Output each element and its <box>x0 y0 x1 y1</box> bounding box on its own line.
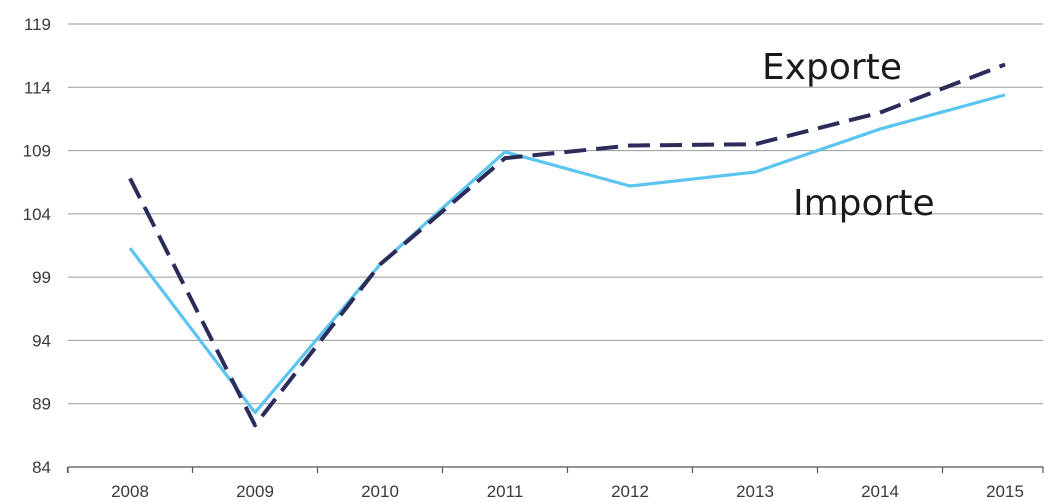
x-tick-labels: 2008 2009 2010 2011 2012 2013 2014 2015 <box>111 482 1024 501</box>
y-tick-label: 104 <box>23 205 51 224</box>
y-tick-labels: 84 89 94 99 104 109 114 119 <box>23 15 51 477</box>
x-tick-label: 2008 <box>111 482 149 501</box>
y-tick-label: 84 <box>32 458 51 477</box>
y-tick-label: 99 <box>32 268 51 287</box>
x-tick-label: 2009 <box>236 482 274 501</box>
gridlines <box>68 23 1043 405</box>
importe-series-label: Importe <box>793 183 935 224</box>
x-tick-label: 2014 <box>861 482 899 501</box>
x-tick-label: 2012 <box>611 482 649 501</box>
series-lines <box>128 62 1006 428</box>
y-tick-label: 119 <box>24 15 51 34</box>
importe-line <box>128 93 1006 415</box>
x-tick-label: 2010 <box>361 482 399 501</box>
exporte-line <box>128 62 1006 428</box>
y-tick-label: 114 <box>24 78 51 97</box>
x-tick-label: 2015 <box>986 482 1024 501</box>
exporte-series-label: Exporte <box>762 47 902 88</box>
x-tick-label: 2011 <box>487 482 524 501</box>
y-tick-label: 109 <box>23 142 51 161</box>
y-tick-label: 94 <box>32 331 51 350</box>
x-tick-label: 2013 <box>736 482 774 501</box>
y-tick-label: 89 <box>32 395 51 414</box>
x-axis <box>66 466 1044 473</box>
